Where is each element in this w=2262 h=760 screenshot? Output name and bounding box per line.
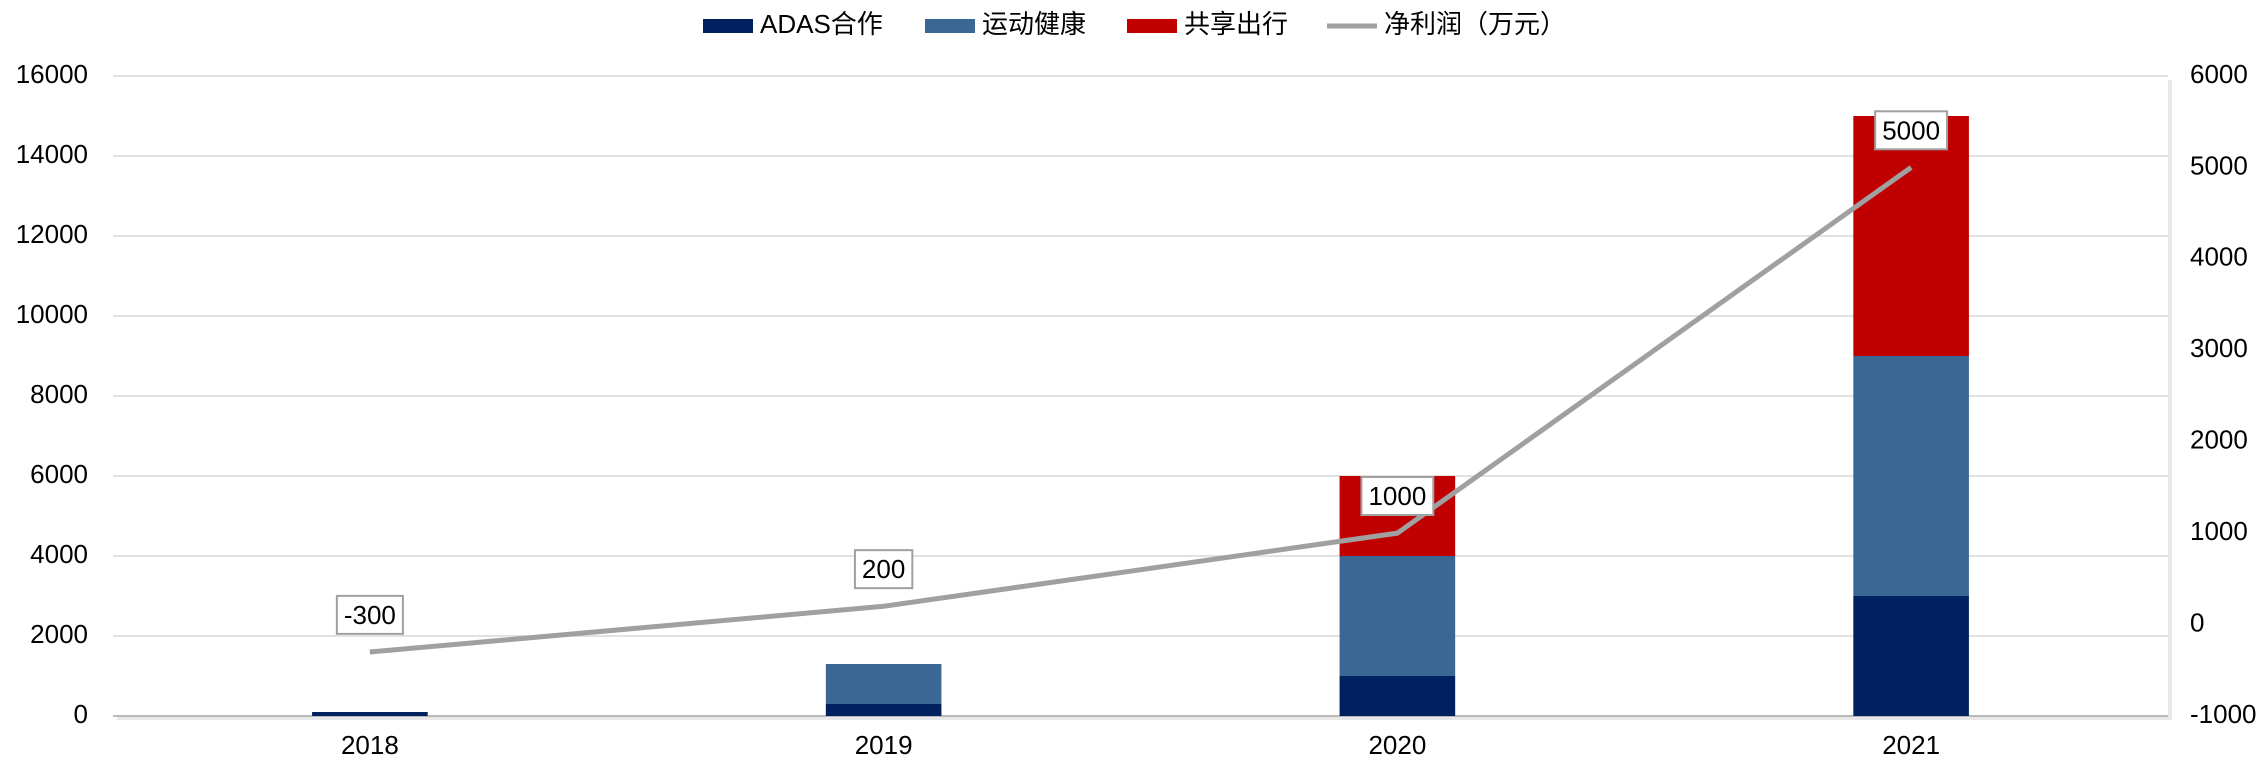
legend-label: ADAS合作 [760, 9, 883, 39]
bar [825, 664, 942, 704]
data-label-group: -300 [335, 594, 404, 635]
y-tick-label: 6000 [30, 459, 88, 489]
bar [1853, 596, 1969, 716]
data-label: 5000 [1882, 115, 1940, 145]
x-tick-label: 2019 [855, 730, 913, 760]
x-tick-label: 2021 [1882, 730, 1940, 760]
bar [1853, 356, 1969, 596]
bar [312, 712, 428, 716]
y-tick-label: 8000 [30, 379, 88, 409]
legend-swatch [1127, 19, 1177, 33]
line [369, 165, 1913, 655]
y-tick-label: 16000 [16, 59, 88, 89]
legend-label: 净利润（万元） [1384, 9, 1566, 39]
y2-tick-label: 0 [2190, 607, 2204, 637]
y-tick-label: 10000 [16, 299, 88, 329]
y2-tick-label: 2000 [2190, 425, 2248, 455]
y-tick-label: 14000 [16, 139, 88, 169]
y-tick-label: 2000 [30, 619, 88, 649]
data-label: 1000 [1368, 481, 1426, 511]
data-label-box [853, 549, 914, 590]
legend-swatch [703, 19, 753, 33]
legend-swatch [925, 19, 975, 33]
y-tick-label: 12000 [16, 219, 88, 249]
data-label-group: 200 [853, 549, 914, 590]
y2-tick-label: -1000 [2190, 699, 2257, 729]
y-tick-label: 0 [74, 699, 88, 729]
y2-tick-label: 1000 [2190, 516, 2248, 546]
data-label: -300 [344, 600, 396, 630]
y2-tick-label: 6000 [2190, 59, 2248, 89]
data-label-box [1360, 476, 1435, 517]
y2-tick-label: 3000 [2190, 333, 2248, 363]
x-tick-label: 2020 [1368, 730, 1426, 760]
bar [1853, 116, 1969, 356]
data-label-box [1874, 110, 1949, 151]
data-label-group: 1000 [1360, 476, 1435, 517]
data-label-box [335, 594, 404, 635]
bar [1339, 676, 1456, 716]
legend-label: 共享出行 [1184, 9, 1288, 39]
bar [825, 704, 942, 716]
y2-tick-label: 4000 [2190, 242, 2248, 272]
legend-label: 运动健康 [982, 9, 1086, 39]
x-tick-label: 2018 [341, 730, 399, 760]
data-label-group: 5000 [1874, 110, 1949, 151]
data-label: 200 [862, 554, 905, 584]
bar [1339, 556, 1456, 676]
y-tick-label: 4000 [30, 539, 88, 569]
y2-tick-label: 5000 [2190, 150, 2248, 180]
